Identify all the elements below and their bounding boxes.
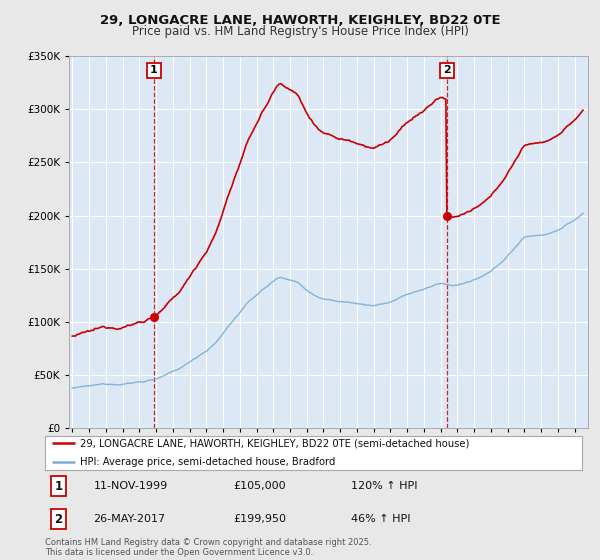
Text: 1: 1 (150, 66, 158, 75)
Text: 2: 2 (443, 66, 451, 75)
Text: 26-MAY-2017: 26-MAY-2017 (94, 514, 166, 524)
Text: Contains HM Land Registry data © Crown copyright and database right 2025.
This d: Contains HM Land Registry data © Crown c… (45, 538, 371, 557)
Text: HPI: Average price, semi-detached house, Bradford: HPI: Average price, semi-detached house,… (80, 457, 335, 466)
Text: 2: 2 (55, 512, 62, 526)
Text: 46% ↑ HPI: 46% ↑ HPI (351, 514, 410, 524)
Text: 29, LONGACRE LANE, HAWORTH, KEIGHLEY, BD22 0TE: 29, LONGACRE LANE, HAWORTH, KEIGHLEY, BD… (100, 14, 500, 27)
Text: 1: 1 (55, 479, 62, 493)
Text: £105,000: £105,000 (233, 481, 286, 491)
Text: 29, LONGACRE LANE, HAWORTH, KEIGHLEY, BD22 0TE (semi-detached house): 29, LONGACRE LANE, HAWORTH, KEIGHLEY, BD… (80, 438, 469, 449)
Text: 120% ↑ HPI: 120% ↑ HPI (351, 481, 418, 491)
Text: 11-NOV-1999: 11-NOV-1999 (94, 481, 167, 491)
Text: Price paid vs. HM Land Registry's House Price Index (HPI): Price paid vs. HM Land Registry's House … (131, 25, 469, 38)
Text: £199,950: £199,950 (233, 514, 286, 524)
